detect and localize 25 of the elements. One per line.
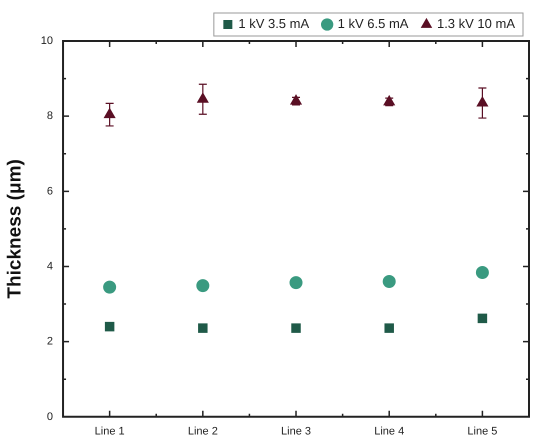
y-tick-label: 8 — [46, 110, 54, 122]
point — [382, 275, 396, 288]
x-tick-label: Line 1 — [94, 425, 125, 438]
x-tick-label: Line 2 — [188, 425, 218, 438]
point — [384, 323, 394, 333]
legend-label: 1 kV 3.5 mA — [238, 16, 310, 32]
x-tick-label: Line 3 — [281, 425, 312, 438]
legend-label: 1.3 kV 10 mA — [436, 16, 516, 32]
point — [198, 323, 208, 333]
legend-label: 1 kV 6.5 mA — [338, 16, 409, 32]
point — [196, 279, 210, 292]
y-tick-label: 0 — [46, 410, 54, 423]
point — [290, 276, 303, 290]
point — [478, 314, 488, 324]
point — [291, 323, 301, 333]
point — [476, 266, 489, 279]
point — [104, 322, 114, 332]
y-tick-label: 10 — [40, 35, 54, 48]
y-tick-label: 4 — [46, 260, 54, 273]
y-tick-label: 2 — [46, 336, 54, 348]
x-tick-label: Line 5 — [467, 425, 498, 438]
x-tick-label: Line 4 — [374, 425, 404, 438]
point — [103, 280, 116, 294]
y-axis-title: Thickness (μm) — [4, 159, 26, 299]
y-tick-label: 6 — [46, 185, 54, 198]
